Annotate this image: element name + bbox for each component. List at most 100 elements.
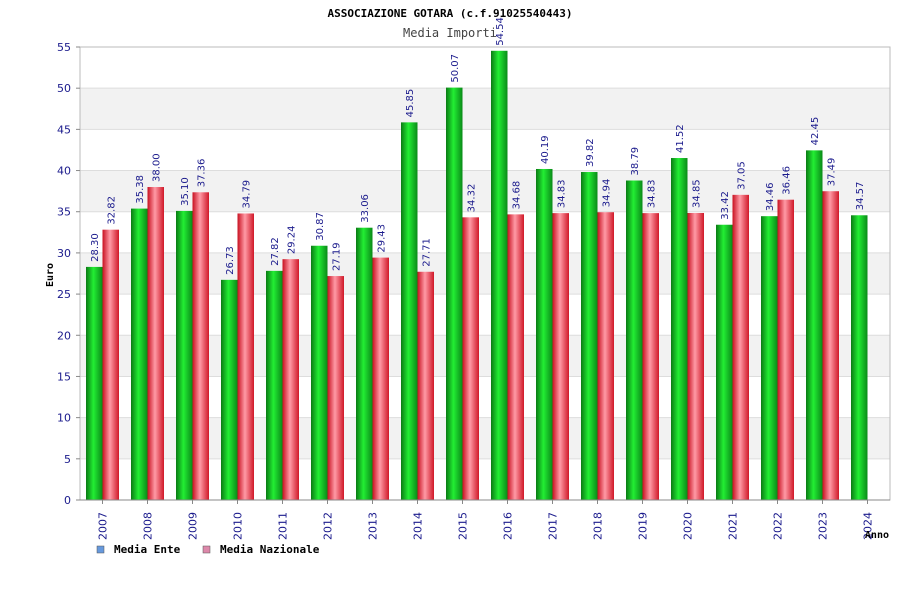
x-tick-label: 2013 xyxy=(367,512,380,540)
value-label-ente-2020: 41.52 xyxy=(675,124,686,153)
bar-ente-2007 xyxy=(86,266,103,500)
x-tick-label: 2016 xyxy=(502,512,515,540)
x-tick-label: 2010 xyxy=(232,512,245,540)
grid-band xyxy=(80,88,890,130)
value-label-ente-2009: 35.10 xyxy=(180,177,191,206)
bar-ente-2023 xyxy=(806,150,823,500)
y-tick-label: 0 xyxy=(64,494,71,507)
value-label-nazionale-2012: 27.19 xyxy=(332,242,343,271)
value-label-ente-2013: 33.06 xyxy=(360,194,371,223)
bar-ente-2018 xyxy=(581,172,598,500)
bar-ente-2017 xyxy=(536,168,553,501)
bar-nazionale-2017 xyxy=(552,213,569,501)
bar-ente-2021 xyxy=(716,224,733,500)
x-tick-label: 2017 xyxy=(547,512,560,540)
x-tick-label: 2020 xyxy=(682,512,695,540)
y-axis-label: Euro xyxy=(45,263,56,287)
grid-bands xyxy=(80,88,890,459)
bar-nazionale-2013 xyxy=(372,257,389,500)
legend: Media Ente Media Nazionale xyxy=(96,543,320,556)
grid-band xyxy=(80,335,890,377)
bar-ente-2014 xyxy=(401,122,418,500)
value-label-nazionale-2018: 34.94 xyxy=(602,179,613,208)
value-labels: 28.30 32.82 35.38 38.00 35.10 37.36 26.73 34.79… xyxy=(90,17,866,275)
grid-band xyxy=(80,252,890,295)
bar-nazionale-2014 xyxy=(417,271,434,500)
grid-band xyxy=(80,417,890,459)
y-tick-label: 20 xyxy=(57,329,71,342)
value-label-nazionale-2014: 27.71 xyxy=(422,238,433,267)
value-label-nazionale-2013: 29.43 xyxy=(377,224,388,253)
bar-ente-2013 xyxy=(356,227,373,500)
bar-nazionale-2010 xyxy=(237,213,254,500)
x-tick-label: 2014 xyxy=(412,512,425,540)
value-label-nazionale-2022: 36.46 xyxy=(782,166,793,195)
bar-nazionale-2007 xyxy=(102,229,119,500)
bar-nazionale-2008 xyxy=(147,187,164,500)
x-tick-label: 2012 xyxy=(322,512,335,540)
bar-ente-2009 xyxy=(176,210,193,501)
bar-ente-2010 xyxy=(221,279,238,500)
value-label-ente-2022: 34.46 xyxy=(765,183,776,212)
y-tick-label: 10 xyxy=(57,412,71,425)
y-tick-label: 40 xyxy=(57,165,71,178)
legend-label-ente: Media Ente xyxy=(114,543,181,556)
y-tick-label: 35 xyxy=(57,206,71,219)
value-label-ente-2018: 39.82 xyxy=(585,138,596,167)
bar-nazionale-2015 xyxy=(462,217,479,500)
x-tick-label: 2007 xyxy=(97,512,110,540)
x-tick-label: 2024 xyxy=(862,512,875,540)
y-tick-label: 55 xyxy=(57,41,71,54)
y-tick-label: 25 xyxy=(57,288,71,301)
bar-ente-2011 xyxy=(266,270,283,500)
legend-swatch-ente xyxy=(96,545,105,554)
bar-nazionale-2023 xyxy=(822,191,839,500)
value-label-nazionale-2016: 34.68 xyxy=(512,181,523,210)
x-axis-label: Anno xyxy=(865,530,889,541)
bar-ente-2016 xyxy=(491,50,508,500)
value-label-ente-2021: 33.42 xyxy=(720,191,731,220)
value-label-ente-2024: 34.57 xyxy=(855,182,866,211)
value-label-ente-2010: 26.73 xyxy=(225,246,236,275)
value-label-ente-2007: 28.30 xyxy=(90,233,101,262)
grid-band xyxy=(80,170,890,212)
x-tick-label: 2011 xyxy=(277,512,290,540)
legend-label-nazionale: Media Nazionale xyxy=(220,543,320,556)
value-label-ente-2023: 42.45 xyxy=(810,117,821,146)
bar-nazionale-2021 xyxy=(732,194,749,501)
bar-nazionale-2009 xyxy=(192,192,209,500)
value-label-nazionale-2020: 34.85 xyxy=(692,179,703,208)
value-label-nazionale-2008: 38.00 xyxy=(152,153,163,182)
bar-ente-2022 xyxy=(761,216,778,500)
bar-ente-2020 xyxy=(671,158,688,500)
x-tick-label: 2019 xyxy=(637,512,650,540)
bar-nazionale-2018 xyxy=(597,212,614,501)
bar-nazionale-2016 xyxy=(507,214,524,500)
y-tick-label: 5 xyxy=(64,453,71,466)
value-label-nazionale-2017: 34.83 xyxy=(557,179,568,208)
value-label-ente-2011: 27.82 xyxy=(270,237,281,266)
value-label-ente-2015: 50.07 xyxy=(450,54,461,83)
bar-marks xyxy=(86,50,868,501)
value-label-ente-2016: 54.54 xyxy=(495,17,506,46)
chart-title: ASSOCIAZIONE GOTARA (c.f.91025540443) xyxy=(327,7,572,20)
y-tick-label: 15 xyxy=(57,370,71,383)
x-tick-label: 2008 xyxy=(142,512,155,540)
value-label-nazionale-2007: 32.82 xyxy=(107,196,118,225)
y-tick-label: 30 xyxy=(57,247,71,260)
bar-ente-2015 xyxy=(446,87,463,500)
bar-ente-2019 xyxy=(626,180,643,500)
value-label-nazionale-2010: 34.79 xyxy=(242,180,253,209)
x-axis-ticks: 2007 2008 2009 2010 2011 2012 2013 2014 2015 2016… xyxy=(97,500,875,540)
bar-nazionale-2020 xyxy=(687,212,704,501)
bar-ente-2008 xyxy=(131,208,148,500)
y-axis-ticks: 0 5 10 15 20 25 30 35 40 45 50 55 xyxy=(57,41,80,507)
legend-swatch-nazionale xyxy=(202,545,211,554)
value-label-ente-2014: 45.85 xyxy=(405,89,416,118)
x-tick-label: 2018 xyxy=(592,512,605,540)
value-label-nazionale-2009: 37.36 xyxy=(197,159,208,188)
y-tick-label: 45 xyxy=(57,123,71,136)
bar-ente-2012 xyxy=(311,245,328,500)
x-tick-label: 2022 xyxy=(772,512,785,540)
